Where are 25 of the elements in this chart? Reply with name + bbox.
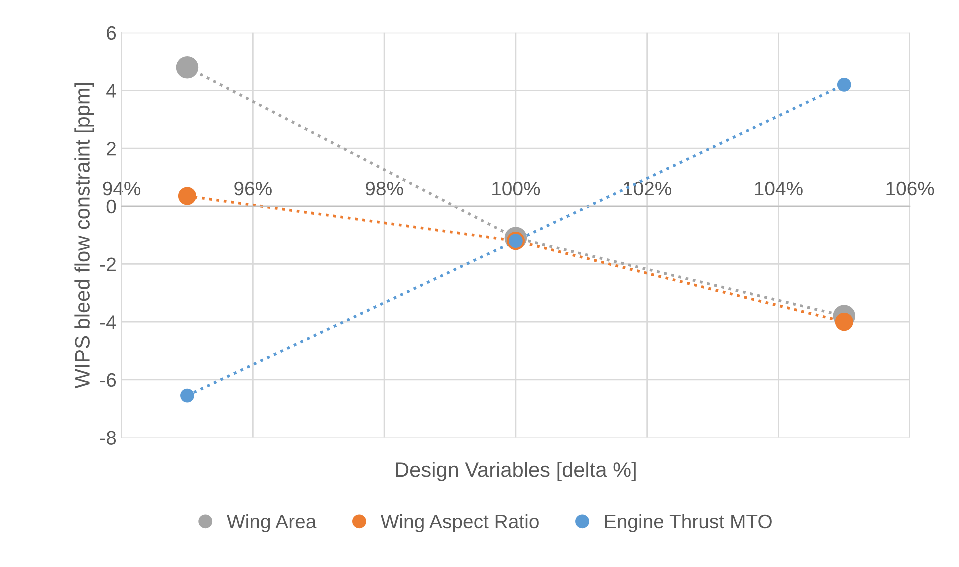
y-tick-label: -8 [100, 431, 116, 445]
x-tick-label: 100% [492, 182, 540, 196]
x-tick-label: 102% [624, 182, 672, 196]
point [176, 56, 199, 79]
legend-label: Wing Aspect Ratio [380, 514, 539, 532]
x-tick-label: 106% [886, 182, 934, 196]
x-tick-label: 94% [103, 182, 141, 196]
x-tick-label: 104% [755, 182, 803, 196]
y-tick-label: -6 [100, 373, 116, 388]
point [180, 388, 194, 403]
point [178, 187, 197, 206]
legend-label: Wing Area [227, 514, 317, 532]
y-axis-title: WIPS bleed flow constraint [ppm] [74, 83, 94, 389]
y-tick-label: 4 [106, 84, 116, 98]
y-tick-label: 6 [107, 26, 116, 40]
legend-label: Engine Thrust MTO [605, 514, 772, 532]
x-tick-label: 98% [366, 182, 404, 196]
y-tick-label: -4 [100, 316, 116, 330]
point [837, 78, 852, 92]
y-tick-label: 2 [107, 142, 116, 156]
x-axis-title: Design Variables [delta %] [396, 462, 636, 482]
x-tick-label: 96% [234, 182, 272, 196]
y-tick-label: -2 [100, 258, 116, 272]
y-tick-label: 0 [106, 200, 116, 214]
point [835, 313, 854, 332]
